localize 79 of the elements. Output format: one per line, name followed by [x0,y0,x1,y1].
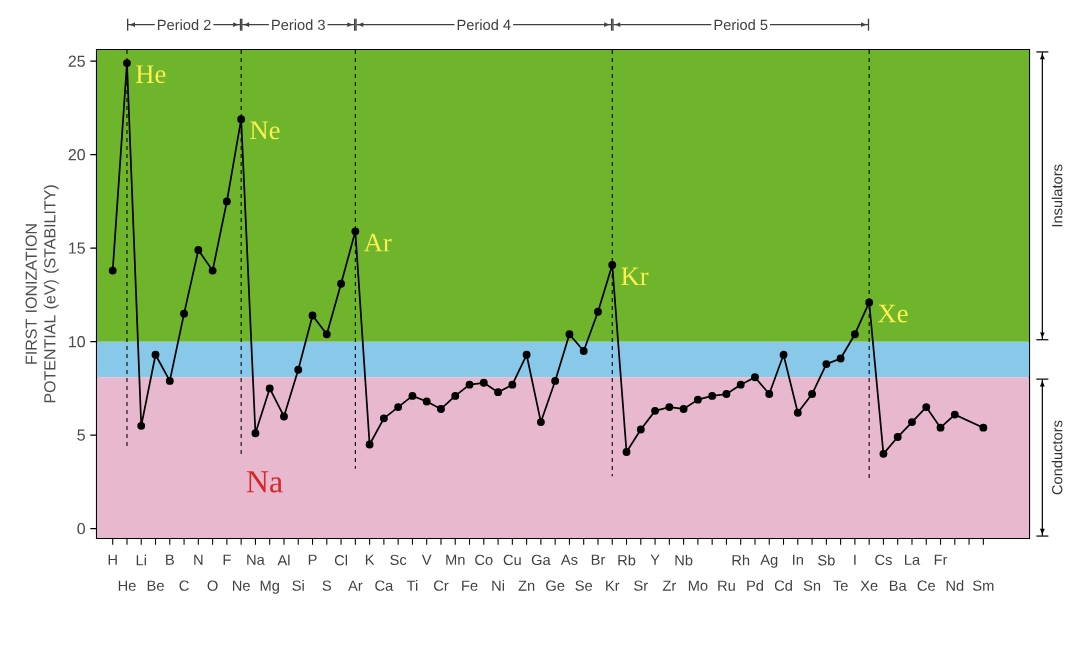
text: Period 3 [272,19,325,31]
x-tick-label: He [118,580,136,591]
annotation: Na [246,471,283,493]
x-tick-label: Be [147,580,164,591]
x-tick-label: Ni [492,580,505,591]
ref-line-label: Ar [363,233,392,252]
x-tick-label: Nd [946,580,964,591]
y-tick-label: 5 [77,429,85,441]
x-tick-label: Ti [406,580,418,591]
x-tick-label: B [166,554,174,565]
x-tick-label: Na [247,554,265,565]
x-tick-label: C [179,580,189,591]
text: Period 4 [457,19,511,31]
text: Period 2 [157,19,211,31]
x-tick-label: H [108,554,117,565]
y-tick-label: 25 [68,55,85,67]
x-tick-label: Ne [233,580,250,591]
ref-line-label: Ne [250,121,280,140]
ref-line-label: Xe [878,304,908,323]
x-tick-label: Ar [348,580,363,591]
x-tick-label: Sm [973,580,994,591]
x-tick-label: Ru [718,580,735,591]
x-tick-label: Si [292,580,304,591]
x-tick-label: Cl [334,554,348,566]
x-tick-label: Nb [675,554,693,566]
band-label: Conductors [1051,420,1063,495]
x-tick-label: Mo [688,580,708,591]
x-tick-label: Mg [260,580,279,594]
x-tick-label: N [194,554,203,565]
x-tick-label: In [793,554,803,565]
x-tick-label: Cu [503,554,521,566]
x-tick-label: Te [833,580,848,591]
x-tick-label: Fe [462,580,478,591]
x-tick-label: Rb [618,554,636,566]
ref-line-label: He [136,65,166,84]
x-tick-label: Cs [875,554,892,566]
x-tick-label: Kr [606,580,620,591]
x-tick-label: Sr [634,580,648,591]
x-tick-label: Se [575,580,593,591]
x-tick-label: Li [136,554,146,566]
x-tick-label: Co [475,554,493,566]
x-tick-label: Pd [747,580,764,591]
band-label: Insulators [1051,164,1063,227]
y-tick-label: 10 [69,336,85,348]
text: Period 5 [714,19,768,31]
x-tick-label: Cr [433,580,449,591]
x-tick-label: La [905,554,921,565]
x-tick-label: Ag [760,554,778,568]
x-tick-label: Rh [732,554,750,566]
x-tick-label: As [560,554,578,565]
x-tick-label: Sn [803,580,821,591]
x-tick-label: Ga [531,554,551,566]
x-tick-label: Y [650,554,660,565]
x-tick-label: O [207,580,218,591]
y-axis-title: FIRST IONIZATION POTENTIAL (eV) (STABILITY) [25,185,59,403]
y-tick-label: 20 [68,149,85,161]
x-tick-label: F [223,554,231,565]
x-tick-label: Ce [917,580,935,591]
x-tick-label: Br [591,554,606,565]
x-tick-label: I [854,554,856,565]
x-tick-label: Sb [818,554,835,566]
x-tick-label: P [308,554,317,565]
x-tick-label: Zn [518,580,535,591]
x-tick-label: Cd [774,580,792,591]
y-tick-label: 15 [69,242,85,254]
x-tick-label: V [421,554,432,565]
x-tick-label: Mn [446,554,465,565]
x-tick-label: Sc [390,554,407,566]
y-tick-label: 0 [77,522,86,535]
x-tick-label: S [322,580,331,591]
ref-line-label: Kr [621,267,649,285]
x-tick-label: Xe [860,580,878,591]
x-tick-label: Fr [934,554,948,565]
x-tick-label: Ba [889,580,907,591]
x-tick-label: Ca [375,580,394,591]
x-tick-label: Ge [546,580,565,591]
x-tick-label: Zr [662,580,677,591]
x-tick-label: K [365,554,375,565]
x-tick-label: Al [277,554,290,566]
